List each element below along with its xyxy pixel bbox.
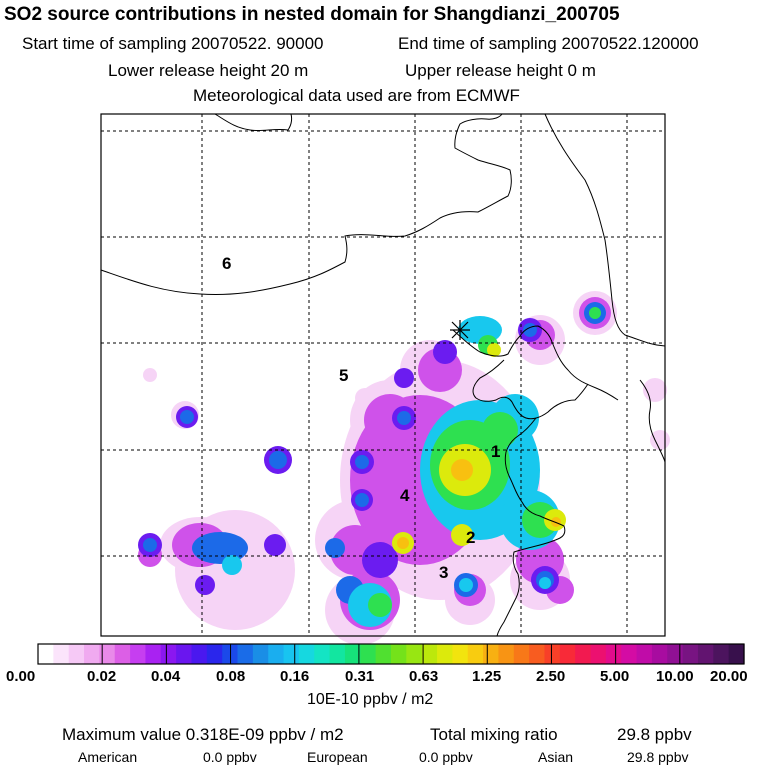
colorbar-segment: [529, 644, 546, 664]
region-label-1: 1: [491, 442, 501, 461]
colorbar-segment: [375, 644, 392, 664]
colorbar-tick: 0.00: [6, 668, 36, 685]
colorbar-tick: 1.25: [472, 668, 502, 685]
coastline: [100, 113, 666, 637]
colorbar-segment: [206, 644, 223, 664]
colorbar-segment: [391, 644, 407, 664]
colorbar-segment: [176, 644, 193, 664]
colorbar-segment: [697, 644, 714, 664]
region-label-2: 2: [466, 528, 476, 547]
colorbar-segment: [99, 644, 116, 664]
european-label: European: [307, 749, 368, 765]
colorbar-segment: [283, 644, 300, 664]
colorbar-segment: [590, 644, 607, 664]
colorbar-segment: [68, 644, 85, 664]
colorbar-segment: [406, 644, 423, 664]
colorbar-tick: 5.00: [600, 668, 630, 685]
colorbar-tick: 0.31: [345, 668, 375, 685]
concentration-field: [138, 291, 670, 645]
map-title: SO2 source contributions in nested domai…: [4, 4, 620, 25]
colorbar-segment: [452, 644, 469, 664]
colorbar-segment: [728, 644, 745, 664]
colorbar-segment: [237, 644, 254, 664]
colorbar-segment: [38, 644, 54, 664]
asian-value: 29.8 ppbv: [627, 749, 689, 765]
graticule: [101, 114, 665, 636]
colorbar-segment: [544, 644, 561, 664]
region-label-4: 4: [400, 486, 410, 505]
colorbar-segment: [268, 644, 285, 664]
lower-release-height: Lower release height 20 m: [108, 61, 309, 80]
map-frame: [100, 113, 666, 637]
colorbar-tick: 0.04: [151, 668, 181, 685]
colorbar-segment: [483, 644, 500, 664]
colorbar-segment: [682, 644, 699, 664]
meteorological-data-label: Meteorological data used are from ECMWF: [193, 86, 520, 105]
colorbar-segment: [667, 644, 684, 664]
colorbar-segment: [252, 644, 269, 664]
colorbar-segment: [467, 644, 484, 664]
upper-release-height: Upper release height 0 m: [405, 61, 596, 80]
colorbar-tick: 0.16: [280, 668, 310, 685]
colorbar-segment: [621, 644, 638, 664]
american-label: American: [78, 749, 138, 765]
colorbar-segment: [145, 644, 162, 664]
colorbar-segment: [160, 644, 177, 664]
region-label-6: 6: [222, 254, 232, 273]
maximum-value: Maximum value 0.318E-09 ppbv / m2: [62, 725, 344, 744]
total-mixing-ratio-label: Total mixing ratio: [430, 725, 558, 744]
receptor-marker: [450, 320, 470, 340]
region-label-5: 5: [339, 366, 349, 385]
start-time-label: Start time of sampling 20070522. 90000: [22, 34, 324, 53]
colorbar-segment: [559, 644, 576, 664]
colorbar-tick: 10.00: [656, 668, 694, 685]
colorbar-segment: [130, 644, 147, 664]
colorbar-tick: 20.00: [710, 668, 748, 685]
european-value: 0.0 ppbv: [419, 749, 473, 765]
colorbar-segment: [437, 644, 453, 664]
colorbar-segment: [498, 644, 515, 664]
colorbar-segment: [421, 644, 438, 664]
colorbar-tick: 0.02: [87, 668, 117, 685]
colorbar: [38, 644, 745, 664]
colorbar-segment: [298, 644, 315, 664]
colorbar-segment: [329, 644, 346, 664]
colorbar-segment: [114, 644, 131, 664]
colorbar-segment: [636, 644, 653, 664]
colorbar-tick: 0.08: [216, 668, 246, 685]
colorbar-segment: [53, 644, 70, 664]
colorbar-tick: 2.50: [536, 668, 566, 685]
colorbar-segment: [344, 644, 361, 664]
colorbar-segment: [314, 644, 331, 664]
asian-label: Asian: [538, 749, 574, 765]
colorbar-segment: [651, 644, 668, 664]
american-value: 0.0 ppbv: [203, 749, 257, 765]
region-label-3: 3: [439, 563, 449, 582]
colorbar-segment: [575, 644, 592, 664]
colorbar-tick: 0.63: [409, 668, 439, 685]
colorbar-segment: [191, 644, 208, 664]
colorbar-frame: [37, 643, 745, 665]
colorbar-segment: [713, 644, 730, 664]
colorbar-segment: [360, 644, 377, 664]
total-mixing-ratio-value: 29.8 ppbv: [617, 725, 692, 744]
end-time-label: End time of sampling 20070522.120000: [398, 34, 699, 53]
colorbar-segment: [605, 644, 622, 664]
colorbar-segment: [513, 644, 530, 664]
colorbar-units: 10E-10 ppbv / m2: [307, 691, 434, 708]
colorbar-segment: [84, 644, 100, 664]
